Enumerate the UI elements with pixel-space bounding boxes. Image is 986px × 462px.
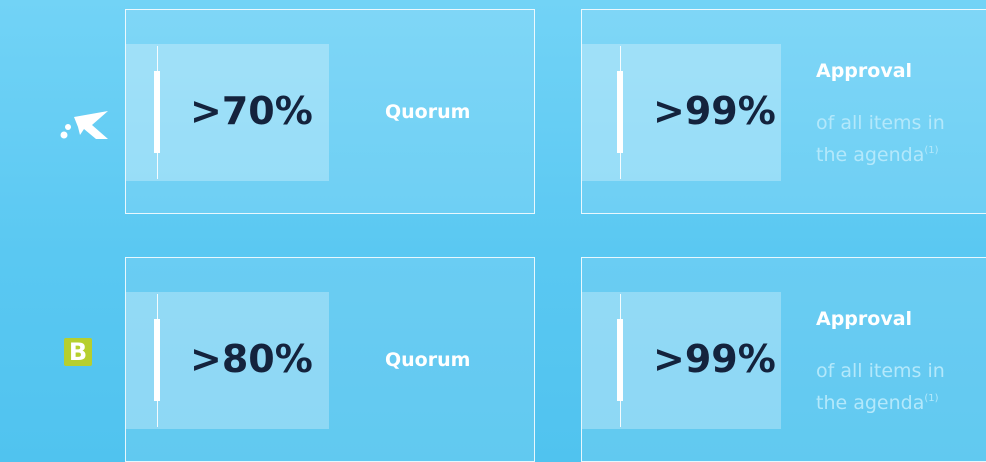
- description: the agenda(1): [816, 144, 939, 166]
- value-panel: [582, 292, 781, 429]
- quorum-card: >80% Quorum: [125, 257, 535, 462]
- label: Approval: [816, 60, 913, 82]
- approval-card: >99% Approval of all items in the agenda(1): [581, 9, 986, 214]
- description: of all items in: [816, 360, 945, 382]
- divider-bar: [154, 71, 160, 153]
- description: of all items in: [816, 112, 945, 134]
- description: the agenda(1): [816, 392, 939, 414]
- label: Quorum: [385, 349, 471, 371]
- quorum-card: >70% Quorum: [125, 9, 535, 214]
- label: Quorum: [385, 101, 471, 123]
- value: >70%: [190, 89, 313, 133]
- description-text: the agenda: [816, 392, 925, 414]
- value-panel: [582, 44, 781, 181]
- logo: B: [64, 338, 92, 366]
- logo-letter: B: [68, 338, 88, 366]
- description-text: the agenda: [816, 144, 925, 166]
- value: >80%: [190, 337, 313, 381]
- approval-card: >99% Approval of all items in the agenda(1): [581, 257, 986, 462]
- divider-bar: [617, 71, 623, 153]
- logo: [60, 111, 108, 139]
- footnote-mark: (1): [924, 393, 939, 404]
- divider-bar: [154, 319, 160, 401]
- divider-bar: [617, 319, 623, 401]
- value: >99%: [653, 89, 776, 133]
- value: >99%: [653, 337, 776, 381]
- footnote-mark: (1): [924, 145, 939, 156]
- label: Approval: [816, 308, 913, 330]
